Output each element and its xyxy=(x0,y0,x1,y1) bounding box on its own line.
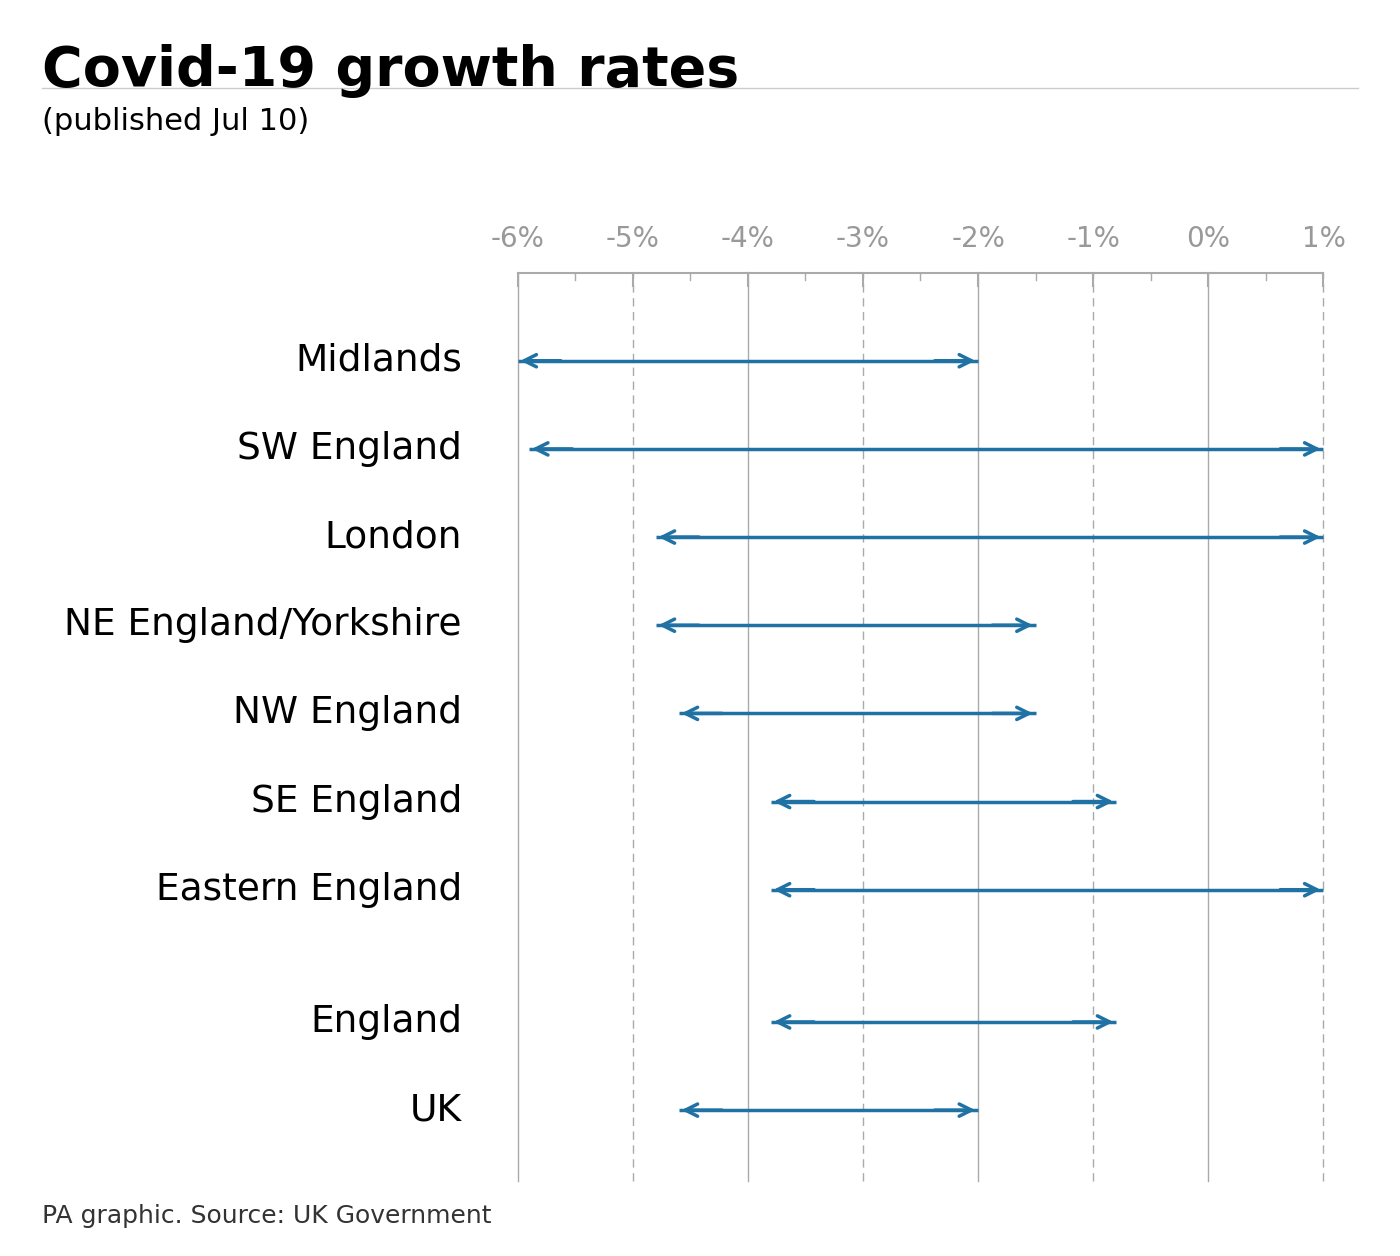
Text: England: England xyxy=(309,1004,462,1040)
Text: NW England: NW England xyxy=(232,696,462,731)
Text: -5%: -5% xyxy=(606,225,659,254)
Text: London: London xyxy=(325,519,462,555)
Text: -3%: -3% xyxy=(836,225,890,254)
Text: UK: UK xyxy=(410,1093,462,1128)
Text: -1%: -1% xyxy=(1067,225,1120,254)
Text: (published Jul 10): (published Jul 10) xyxy=(42,107,309,136)
Text: PA graphic. Source: UK Government: PA graphic. Source: UK Government xyxy=(42,1205,491,1228)
Text: -4%: -4% xyxy=(721,225,774,254)
Text: Midlands: Midlands xyxy=(295,343,462,379)
Text: Covid-19 growth rates: Covid-19 growth rates xyxy=(42,44,739,98)
Text: NE England/Yorkshire: NE England/Yorkshire xyxy=(64,607,462,643)
Text: -6%: -6% xyxy=(490,225,545,254)
Text: -2%: -2% xyxy=(951,225,1005,254)
Text: 1%: 1% xyxy=(1302,225,1345,254)
Text: SE England: SE England xyxy=(251,784,462,820)
Text: SW England: SW England xyxy=(237,431,462,467)
Text: Eastern England: Eastern England xyxy=(155,872,462,908)
Text: 0%: 0% xyxy=(1186,225,1231,254)
